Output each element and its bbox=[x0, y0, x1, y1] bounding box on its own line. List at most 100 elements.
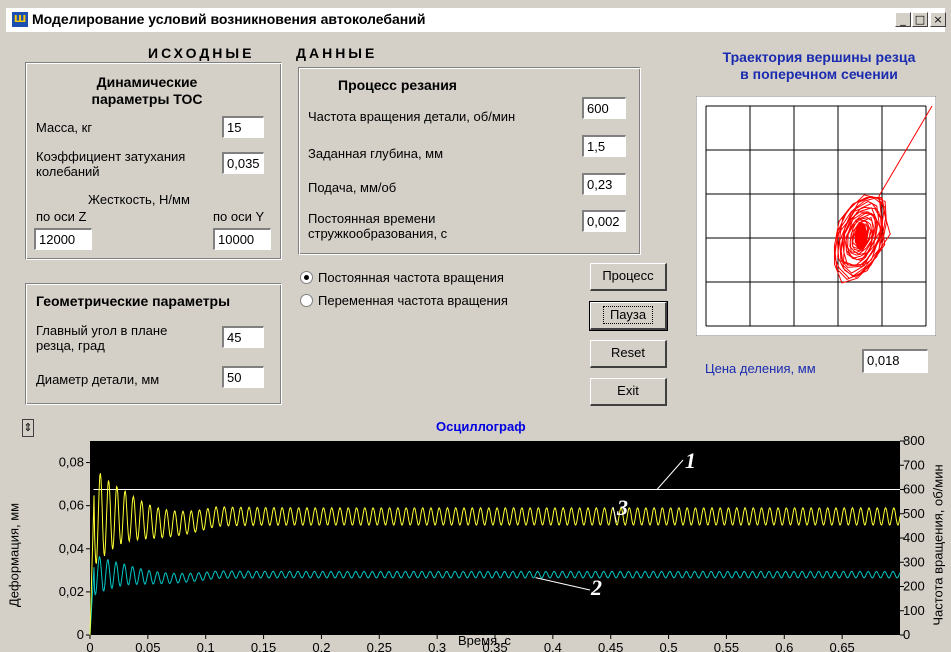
speed-input[interactable]: 600 bbox=[582, 97, 626, 119]
trajectory-line bbox=[833, 105, 933, 284]
cutting-group bbox=[298, 67, 641, 255]
radio-variable-speed[interactable] bbox=[300, 294, 313, 307]
angle-input[interactable]: 45 bbox=[222, 326, 264, 348]
radio-selected-dot bbox=[304, 275, 309, 280]
dynamics-title: Динамические параметры ТОС bbox=[91, 74, 203, 107]
y2-tick-label: 800 bbox=[903, 434, 925, 448]
y-axis-label: Деформация, мм bbox=[6, 502, 22, 608]
maximize-button[interactable]: □ bbox=[912, 12, 928, 27]
exit-button-label: Exit bbox=[617, 383, 639, 398]
x-tick-label: 0,65 bbox=[829, 640, 854, 652]
window-title: Моделирование условий возникновения авто… bbox=[32, 11, 426, 27]
trajectory-title-line2: в поперечном сечении bbox=[740, 66, 898, 82]
oscillograph-plot-area bbox=[90, 441, 900, 635]
x-tick-label: 0 bbox=[86, 640, 93, 652]
feed-input[interactable]: 0,23 bbox=[582, 173, 626, 195]
scale-label: Цена деления, мм bbox=[705, 361, 816, 376]
x-tick-label: 0,05 bbox=[135, 640, 160, 652]
dynamics-group bbox=[25, 62, 282, 260]
annotation-label-2: 2 bbox=[590, 575, 602, 600]
oscillograph-chart: 0 0,02 0,04 0,06 0,08 0 100 200 300 400 500 600 700 8… bbox=[59, 434, 925, 652]
y2-tick-label: 300 bbox=[903, 554, 925, 569]
mass-input[interactable]: 15 bbox=[222, 116, 264, 138]
mass-label: Масса, кг bbox=[36, 120, 93, 135]
reset-button[interactable]: Reset bbox=[590, 340, 667, 368]
y-tick-label: 0,04 bbox=[59, 541, 84, 556]
axis-z-label: по оси Z bbox=[36, 209, 87, 224]
geometry-title: Геометрические параметры bbox=[36, 293, 231, 309]
trajectory-plot bbox=[696, 96, 936, 336]
y2-axis-label: Частота вращения, об/мин bbox=[930, 464, 946, 626]
annotation-pointer-2 bbox=[535, 577, 591, 591]
geometry-group bbox=[25, 283, 282, 405]
x-tick-label: 0,35 bbox=[482, 640, 507, 652]
oscillograph-title: Осциллограф bbox=[436, 419, 526, 434]
process-button-label: Процесс bbox=[602, 268, 654, 283]
x-tick-label: 0,2 bbox=[312, 640, 330, 652]
stiffness-label: Жесткость, Н/мм bbox=[88, 192, 190, 207]
reset-button-label: Reset bbox=[611, 345, 645, 360]
y-tick-label: 0,02 bbox=[59, 584, 84, 599]
title-bar: Ш Моделирование условий возникновения ав… bbox=[6, 8, 946, 32]
stiffness-z-input[interactable]: 12000 bbox=[34, 228, 92, 250]
diameter-input[interactable]: 50 bbox=[222, 366, 264, 388]
stiffness-y-input[interactable]: 10000 bbox=[213, 228, 271, 250]
annotation-label-1: 1 bbox=[685, 448, 696, 473]
y2-tick-label: 0 bbox=[903, 627, 910, 642]
damping-input[interactable]: 0,035 bbox=[222, 152, 264, 174]
annotation-pointer-1 bbox=[656, 459, 684, 490]
trajectory-background bbox=[696, 96, 936, 336]
radio-constant-speed[interactable] bbox=[300, 271, 313, 284]
y2-tick-label: 100 bbox=[903, 603, 925, 618]
process-button[interactable]: Процесс bbox=[590, 263, 667, 291]
x-tick-label: 0,55 bbox=[714, 640, 739, 652]
x-tick-label: 0,45 bbox=[598, 640, 623, 652]
trajectory-title-line1: Траектория вершины резца bbox=[722, 49, 916, 65]
x-tick-label: 0,1 bbox=[197, 640, 215, 652]
depth-input[interactable]: 1,5 bbox=[582, 135, 626, 157]
speed-label: Частота вращения детали, об/мин bbox=[308, 109, 516, 124]
minimize-button[interactable]: _ bbox=[895, 12, 911, 27]
y2-tick-label: 400 bbox=[903, 530, 925, 545]
radio-constant-label[interactable]: Постоянная частота вращения bbox=[318, 270, 504, 285]
series-deformation-z bbox=[89, 555, 901, 636]
x-tick-label: 0,4 bbox=[544, 640, 562, 652]
pause-button[interactable]: Пауза bbox=[589, 301, 668, 331]
pause-button-label: Пауза bbox=[602, 306, 654, 324]
x-tick-label: 0,25 bbox=[367, 640, 392, 652]
x-tick-label: 0,3 bbox=[428, 640, 446, 652]
y2-tick-label: 600 bbox=[903, 482, 925, 497]
radio-variable-label[interactable]: Переменная частота вращения bbox=[318, 293, 508, 308]
x-tick-label: 0,15 bbox=[251, 640, 276, 652]
time-const-input[interactable]: 0,002 bbox=[582, 210, 626, 232]
x-tick-label: 0,6 bbox=[775, 640, 793, 652]
y2-tick-label: 500 bbox=[903, 506, 925, 521]
y2-tick-label: 200 bbox=[903, 579, 925, 594]
series-deformation-y bbox=[89, 473, 901, 636]
feed-label: Подача, мм/об bbox=[308, 180, 397, 195]
exit-button[interactable]: Exit bbox=[590, 378, 667, 406]
y-tick-label: 0 bbox=[77, 627, 84, 642]
close-button[interactable]: × bbox=[930, 12, 946, 27]
x-axis-label: Время, с bbox=[458, 633, 511, 648]
app-icon[interactable]: Ш bbox=[12, 12, 28, 27]
time-const-label: Постоянная времени стружкообразования, с bbox=[308, 211, 448, 241]
trajectory-center-blob bbox=[855, 222, 867, 250]
x-tick-label: 0,5 bbox=[660, 640, 678, 652]
depth-label: Заданная глубина, мм bbox=[308, 146, 444, 161]
annotation-label-3: 3 bbox=[616, 495, 628, 520]
axis-y-label: по оси Y bbox=[213, 209, 265, 224]
y-tick-label: 0,08 bbox=[59, 455, 84, 470]
scale-input[interactable]: 0,018 bbox=[862, 349, 928, 373]
section-heading-left: ИСХОДНЫЕ bbox=[148, 45, 255, 61]
y-tick-label: 0,06 bbox=[59, 498, 84, 513]
angle-label: Главный угол в плане резца, град bbox=[36, 323, 168, 353]
diameter-label: Диаметр детали, мм bbox=[36, 372, 160, 387]
y2-tick-label: 700 bbox=[903, 457, 925, 472]
scroll-toggle-button[interactable]: ⇕ bbox=[22, 419, 34, 437]
cutting-title: Процесс резания bbox=[338, 77, 457, 93]
damping-label: Коэффициент затухания колебаний bbox=[36, 149, 186, 179]
annotation-pointer-3 bbox=[612, 506, 617, 523]
section-heading-right: ДАННЫЕ bbox=[296, 45, 378, 61]
